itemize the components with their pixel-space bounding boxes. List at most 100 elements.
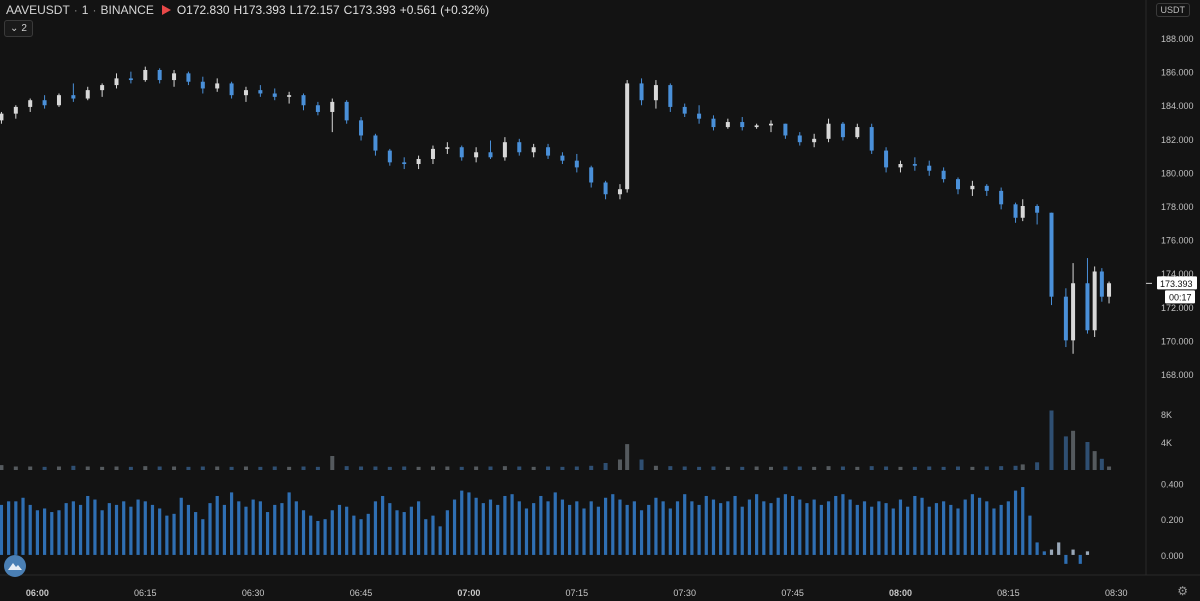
oscillator-bar [323, 519, 327, 555]
volume-bar [1035, 462, 1040, 470]
oscillator-bar [172, 513, 176, 555]
volume-bar [603, 463, 608, 470]
oscillator-bar [280, 503, 284, 555]
oscillator-bar [913, 495, 917, 555]
volume-bar [402, 466, 407, 470]
gear-icon[interactable]: ⚙ [1177, 584, 1188, 598]
oscillator-bar [891, 508, 895, 555]
oscillator-bar [1021, 487, 1025, 555]
indicator-toggle-button[interactable]: ⌄ 2 [4, 20, 33, 37]
oscillator-bar [57, 510, 61, 555]
time-tick-label: 06:30 [242, 588, 265, 598]
candle-body [114, 78, 119, 86]
time-tick-label: 08:30 [1105, 588, 1128, 598]
candle-body [697, 113, 702, 119]
volume-bar [797, 466, 802, 470]
oscillator-bar [848, 499, 852, 555]
oscillator-bar [467, 492, 471, 555]
candle-body [1071, 283, 1076, 341]
price-tick-label: 170.000 [1161, 336, 1194, 346]
oscillator-bar [532, 503, 536, 555]
volume-bar [531, 466, 536, 470]
oscillator-bar [237, 501, 241, 555]
candle-body [999, 190, 1004, 205]
oscillator-bar [93, 499, 97, 555]
oscillator-bar [395, 510, 399, 555]
oscillator-bar [273, 504, 277, 555]
oscillator-bar [611, 494, 615, 555]
oscillator-bar [654, 497, 658, 555]
volume-bar [186, 466, 191, 470]
oscillator-bar [150, 504, 155, 555]
oscillator-bar [510, 494, 514, 555]
candle-body [869, 127, 874, 151]
price-tick-label: 172.000 [1161, 303, 1194, 313]
candle-body [639, 83, 644, 101]
volume-bar [1092, 451, 1097, 470]
last-price-tag [1157, 276, 1197, 290]
oscillator-bar [431, 515, 435, 555]
volume-bar [898, 466, 903, 470]
candle-body [71, 95, 76, 99]
oscillator-bar [884, 503, 888, 555]
logo-icon[interactable] [4, 555, 26, 577]
oscillator-bar [647, 504, 651, 555]
volume-bar [740, 466, 745, 470]
oscillator-bar [86, 495, 90, 555]
volume-bar [1063, 436, 1068, 470]
oscillator-bar [596, 506, 600, 555]
volume-bar [243, 466, 248, 470]
volume-bar [840, 466, 845, 470]
volume-bar [488, 466, 493, 470]
oscillator-bar [999, 504, 1003, 555]
volume-bar [502, 466, 507, 470]
candle-body [359, 120, 364, 136]
volume-bar [912, 466, 917, 470]
price-tick-label: 176.000 [1161, 236, 1194, 246]
oscillator-bar [424, 519, 428, 555]
separator-dot: · [92, 3, 97, 17]
volume-bar [855, 466, 860, 470]
volume-bar [42, 466, 47, 470]
volume-tick-label: 4K [1161, 438, 1172, 448]
volume-bar [71, 465, 76, 470]
volume-bar [387, 466, 392, 470]
volume-bar [157, 466, 162, 470]
oscillator-bar [330, 510, 334, 555]
oscillator-bar [194, 512, 198, 555]
volume-bar [639, 459, 644, 470]
volume-bar [1013, 465, 1018, 470]
oscillator-bar [488, 499, 493, 555]
oscillator-bar [934, 503, 939, 555]
candle-body [840, 123, 845, 138]
volume-bar [826, 466, 831, 470]
flag-icon[interactable] [161, 5, 171, 15]
price-tick-label: 186.000 [1161, 68, 1194, 78]
oscillator-bar [208, 503, 212, 555]
candle-body [488, 152, 493, 158]
candle-body [912, 164, 917, 166]
currency-label[interactable]: USDT [1155, 3, 1190, 17]
interval-label[interactable]: 1 [81, 3, 89, 17]
volume-bar [956, 466, 961, 470]
oscillator-bar [942, 501, 946, 555]
oscillator-bar [381, 495, 385, 555]
volume-bar [668, 466, 673, 470]
candle-body [0, 113, 4, 121]
oscillator-bar [1013, 490, 1018, 555]
oscillator-bar [1049, 549, 1054, 555]
low-value: L172.157 [289, 3, 340, 17]
oscillator-bar [812, 499, 816, 555]
oscillator-bar [747, 499, 752, 555]
oscillator-bar [337, 504, 342, 555]
time-tick-label: 06:45 [350, 588, 373, 598]
candle-body [100, 85, 105, 91]
symbol-label[interactable]: AAVEUSDT [6, 3, 70, 17]
volume-bar [625, 444, 630, 470]
oscillator-bar [668, 508, 672, 555]
candle-body [1020, 206, 1025, 218]
oscillator-bar [927, 506, 931, 555]
oscillator-bar [1085, 551, 1090, 555]
oscillator-bar [416, 501, 421, 555]
